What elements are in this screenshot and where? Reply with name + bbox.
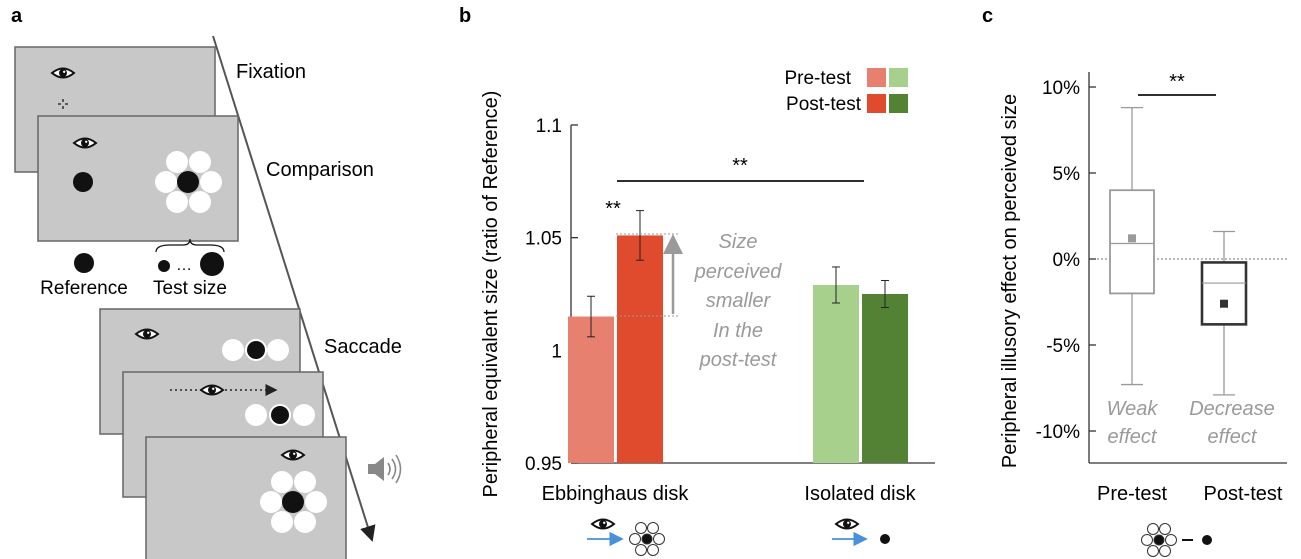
- category-label-pre: Pre-test: [1097, 483, 1167, 505]
- y-tick-label: 1: [551, 341, 562, 362]
- significance-stars: **: [1169, 71, 1185, 93]
- y-axis-label: Peripheral equivalent size (ratio of Ref…: [480, 91, 502, 498]
- ebbinghaus-condition-icon: [587, 520, 665, 556]
- y-tick-label: 0%: [1053, 250, 1081, 271]
- legend-post-ebbinghaus-swatch: [867, 94, 886, 113]
- reference-legend-disk: [74, 253, 94, 273]
- significance-stars-ebbinghaus: **: [605, 198, 621, 220]
- box: [1202, 262, 1246, 324]
- bar: [862, 294, 908, 463]
- significance-stars-top: **: [732, 155, 748, 177]
- speaker-icon: [368, 455, 401, 483]
- disk-icon: [880, 534, 890, 544]
- bar: [617, 235, 663, 463]
- eye-icon: [52, 69, 74, 78]
- bar: [568, 317, 614, 463]
- eye-icon: [836, 520, 858, 529]
- y-tick-label: 10%: [1042, 78, 1080, 99]
- legend-pre-ebbinghaus-swatch: [867, 68, 886, 87]
- panel-c-letter: c: [982, 5, 993, 27]
- legend-pre-isolated-swatch: [889, 68, 908, 87]
- panel-c: c Peripheral illusory effect on perceive…: [982, 5, 1287, 557]
- box-notes: Weak effect Decrease effect: [1107, 398, 1275, 448]
- svg-text:post-test: post-test: [699, 349, 778, 371]
- y-axis-label: Peripheral illusory effect on perceived …: [999, 94, 1021, 468]
- panel-b-letter: b: [459, 5, 471, 27]
- category-label-isolated: Isolated disk: [804, 483, 916, 505]
- panel-b: b Peripheral equivalent size (ratio of R…: [459, 5, 935, 556]
- note-pre-line1: Weak: [1107, 398, 1159, 420]
- y-tick-label: 1.05: [525, 229, 562, 250]
- eye-icon: [201, 386, 223, 395]
- svg-text:perceived: perceived: [694, 261, 783, 283]
- note-pre-line2: effect: [1108, 426, 1158, 448]
- svg-text:In the: In the: [713, 320, 763, 342]
- category-label-ebbinghaus: Ebbinghaus disk: [542, 483, 690, 505]
- legend-post-label: Post-test: [786, 94, 862, 115]
- eye-icon: [282, 451, 304, 460]
- eye-icon: [74, 139, 96, 148]
- y-tick-label: 1.1: [536, 116, 562, 137]
- large-test-disk: [200, 252, 224, 276]
- note-post-line1: Decrease: [1189, 398, 1275, 420]
- legend: Pre-test Post-test: [784, 68, 908, 115]
- panel-a: a Fixation Comparison: [11, 5, 402, 559]
- isolated-condition-icon: [832, 520, 890, 545]
- note-post-line2: effect: [1208, 426, 1258, 448]
- eye-icon: [136, 330, 158, 339]
- y-tick-label: 0.95: [525, 454, 562, 475]
- box-marks: [1110, 108, 1246, 395]
- test-ellipsis: …: [176, 257, 192, 274]
- legend-pre-label: Pre-test: [784, 68, 851, 89]
- saccade-screen-3: [146, 437, 346, 559]
- y-tick-label: -5%: [1046, 336, 1080, 357]
- phase-saccade: Saccade: [324, 336, 402, 358]
- panel-a-letter: a: [11, 5, 23, 27]
- svg-text:smaller: smaller: [706, 290, 772, 312]
- y-tick-label: 5%: [1053, 164, 1081, 185]
- reference-disk: [73, 172, 93, 192]
- bar: [813, 285, 859, 463]
- category-label-post: Post-test: [1204, 483, 1283, 505]
- small-test-disk: [158, 260, 170, 272]
- y-ticks: 10% 5% 0% -5% -10%: [1036, 78, 1096, 443]
- legend-post-isolated-swatch: [889, 94, 908, 113]
- ebbinghaus-minus-disk-icon: [1142, 524, 1213, 557]
- size-annotation: Size perceived smaller In the post-test: [694, 231, 783, 371]
- svg-text:Size: Size: [719, 231, 758, 253]
- y-tick-label: -10%: [1036, 422, 1080, 443]
- mean-marker: [1220, 300, 1228, 308]
- reference-label: Reference: [40, 278, 128, 299]
- phase-fixation: Fixation: [236, 61, 306, 83]
- ebbinghaus-icon: [630, 523, 665, 556]
- phase-comparison: Comparison: [266, 159, 374, 181]
- mean-marker: [1128, 234, 1136, 242]
- comparison-screen: [38, 116, 238, 241]
- eye-icon: [592, 520, 614, 529]
- test-size-label: Test size: [153, 278, 227, 299]
